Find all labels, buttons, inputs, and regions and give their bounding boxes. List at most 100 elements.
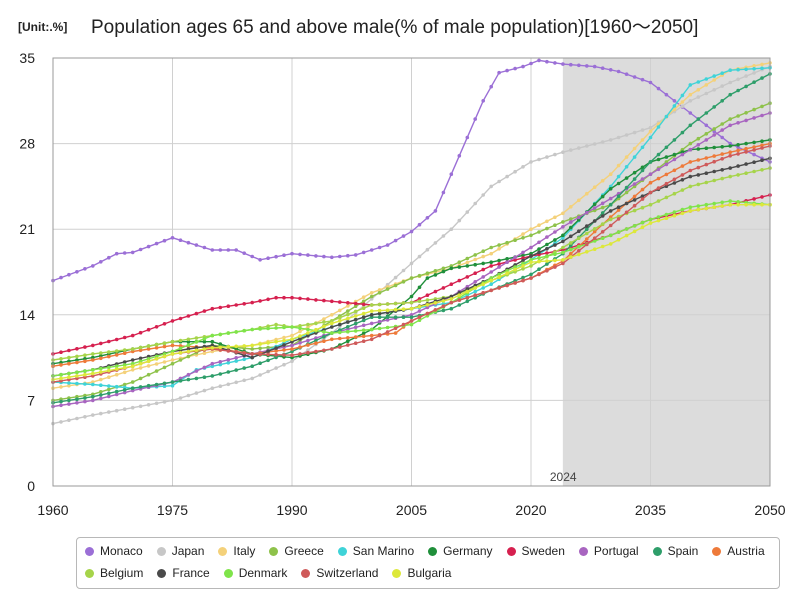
data-point (59, 376, 63, 381)
data-point (369, 248, 374, 252)
data-point (322, 298, 326, 303)
data-point (202, 339, 207, 344)
data-point (752, 148, 756, 152)
data-point (545, 235, 549, 239)
data-point (361, 250, 366, 255)
data-point (346, 304, 350, 308)
chart-title: Population ages 65 and above male(% of m… (91, 17, 698, 38)
data-point (537, 247, 541, 251)
data-point (600, 140, 605, 144)
data-point (298, 345, 302, 349)
data-point (290, 359, 294, 364)
data-point (369, 333, 374, 338)
data-point (218, 345, 223, 350)
data-point (529, 264, 533, 268)
data-point (712, 78, 716, 82)
data-point (194, 376, 199, 381)
data-point (107, 394, 111, 399)
data-point (457, 298, 462, 302)
data-point (338, 336, 342, 341)
data-point (59, 275, 63, 280)
data-point (107, 365, 111, 370)
data-point (361, 302, 366, 307)
data-point (202, 337, 207, 341)
data-point (656, 186, 661, 190)
data-point (369, 309, 374, 313)
data-point (529, 160, 533, 164)
data-point (107, 339, 111, 344)
data-point (409, 319, 414, 323)
data-point (59, 357, 63, 361)
data-point (744, 162, 748, 166)
data-point (59, 385, 63, 389)
data-point (122, 385, 127, 390)
data-point (712, 145, 716, 150)
data-point (592, 247, 597, 251)
data-point (146, 364, 151, 368)
data-point (282, 362, 286, 367)
data-point (314, 254, 318, 258)
data-point (425, 271, 430, 276)
data-point (760, 104, 764, 109)
data-point (226, 361, 231, 365)
data-point (377, 333, 382, 338)
data-point (250, 364, 254, 369)
data-point (146, 383, 151, 388)
data-point (513, 66, 517, 71)
data-point (632, 194, 637, 199)
data-point (369, 313, 374, 317)
data-point (513, 281, 517, 285)
data-point (226, 382, 231, 387)
data-point (489, 245, 494, 250)
data-point (83, 396, 87, 400)
data-point (122, 360, 127, 364)
data-point (114, 349, 119, 353)
data-point (250, 327, 254, 332)
data-point (322, 317, 326, 321)
data-point (680, 93, 685, 98)
data-point (672, 213, 677, 218)
data-point (624, 165, 629, 169)
data-point (561, 258, 565, 262)
data-point (473, 286, 478, 290)
data-point (210, 361, 215, 366)
data-point (361, 328, 366, 333)
data-point (234, 350, 238, 354)
data-point (569, 243, 573, 248)
data-point (728, 80, 732, 85)
data-point (170, 319, 175, 323)
data-point (234, 380, 238, 385)
data-point (170, 398, 175, 403)
data-point (465, 289, 470, 294)
data-point (83, 357, 87, 361)
data-point (218, 348, 223, 352)
data-point (577, 236, 581, 240)
data-point (513, 265, 517, 269)
data-point (122, 382, 127, 387)
data-point (306, 327, 310, 332)
data-point (361, 315, 366, 320)
data-point (138, 348, 143, 353)
data-point (91, 343, 95, 348)
data-point (696, 80, 701, 84)
data-point (346, 336, 350, 340)
data-point (457, 154, 462, 158)
data-point (712, 201, 716, 206)
data-point (561, 245, 565, 250)
data-point (648, 180, 653, 185)
data-point (537, 223, 541, 227)
data-point (656, 157, 661, 162)
data-point (306, 348, 310, 352)
data-point (138, 385, 143, 389)
data-point (146, 327, 151, 332)
y-tick-label: 28 (19, 136, 35, 152)
data-point (529, 272, 533, 277)
data-point (218, 248, 223, 252)
data-point (481, 193, 486, 197)
data-point (393, 315, 398, 320)
data-point (720, 168, 724, 172)
data-point (441, 304, 446, 309)
data-point (592, 206, 597, 210)
data-point (728, 166, 732, 170)
data-point (282, 348, 286, 352)
